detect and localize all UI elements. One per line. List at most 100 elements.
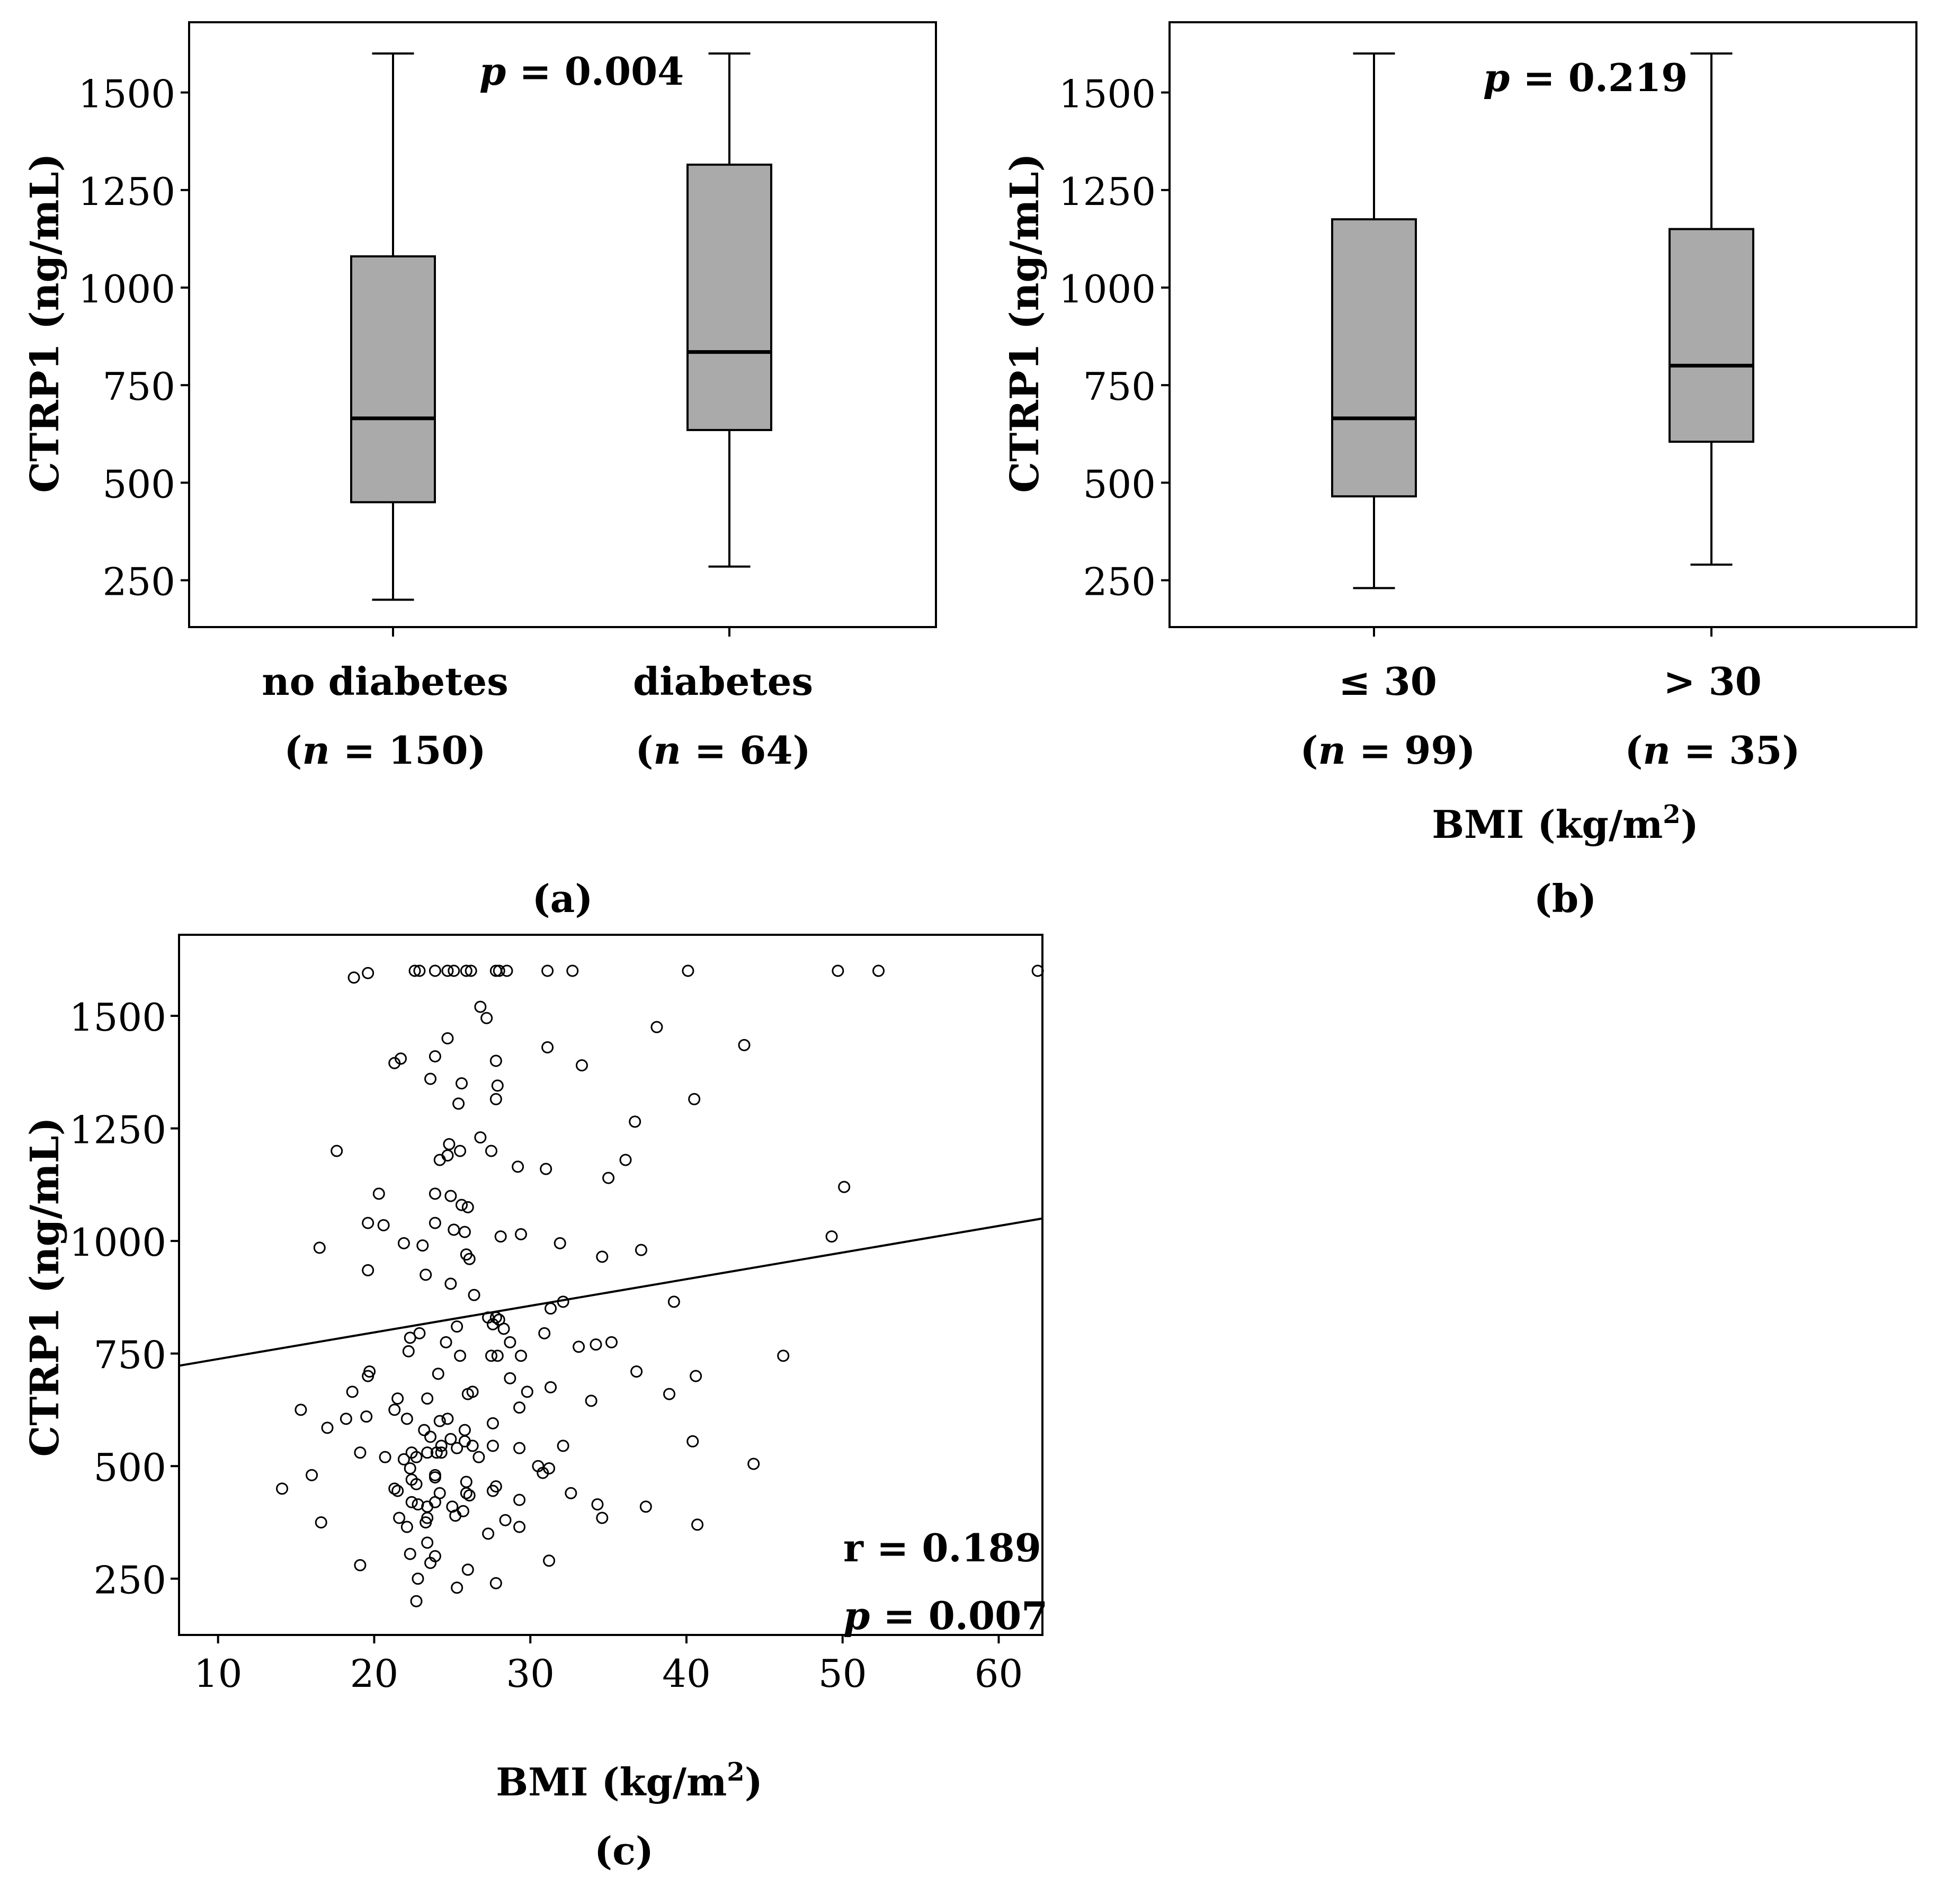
data-point	[429, 1217, 441, 1229]
data-point	[491, 1079, 504, 1092]
data-point	[412, 1572, 424, 1585]
group-label-bmi-le-30: ≤ 30	[1339, 659, 1437, 704]
data-point	[460, 1487, 472, 1499]
data-point	[494, 1230, 507, 1243]
panel-a-x-ticks	[392, 627, 730, 637]
panel-b-y-ticks: 250 500 750 1000 1250 1500	[1059, 72, 1170, 604]
panel-b-label: (b)	[1534, 876, 1596, 921]
data-point	[429, 964, 441, 977]
data-point	[591, 1498, 604, 1510]
panel-b-group-labels: ≤ 30 (n = 99) > 30 (n = 35)	[1300, 659, 1800, 773]
y-tick-label: 1250	[1059, 169, 1156, 214]
y-tick-label: 250	[94, 1558, 166, 1603]
n-symbol: n	[302, 728, 329, 773]
p-value-text: = 0.219	[1510, 55, 1688, 100]
data-point	[432, 1367, 444, 1380]
y-tick-label: 1000	[1059, 267, 1156, 311]
panel-c-plot-frame	[178, 934, 1043, 1636]
data-point	[424, 1431, 437, 1443]
data-point	[430, 1446, 443, 1459]
data-point	[486, 1318, 499, 1330]
n-open: (	[284, 728, 302, 773]
box-group	[1669, 52, 1754, 566]
y-tick-label: 1000	[78, 267, 175, 311]
data-point	[410, 1451, 423, 1463]
panel-c-y-ticks: 250 500 750 1000 1250 1500	[69, 995, 179, 1603]
data-point	[391, 1485, 404, 1497]
data-point	[410, 1595, 423, 1607]
data-point	[575, 1059, 588, 1072]
y-tick-label: 1500	[1059, 72, 1156, 117]
data-point	[466, 1385, 479, 1398]
data-point	[340, 1413, 352, 1425]
data-point	[590, 1338, 602, 1351]
data-point	[538, 1327, 551, 1339]
data-point	[504, 1336, 516, 1348]
data-point	[566, 964, 579, 977]
data-point	[451, 1442, 463, 1454]
n-symbol: n	[1318, 728, 1345, 773]
data-point	[421, 1536, 434, 1549]
data-point	[691, 1518, 704, 1531]
data-point	[393, 1512, 406, 1524]
panel-b-bmi-boxplot: 250 500 750 1000 1250 1500 CTRP1 (ng/mL) p = …	[1002, 21, 1917, 921]
iqr-box	[350, 255, 436, 504]
p-symbol: p	[479, 49, 506, 94]
data-point	[402, 1345, 415, 1357]
data-point	[832, 964, 844, 977]
data-point	[424, 1557, 437, 1569]
panel-c-p-value: p = 0.007	[843, 1593, 1048, 1638]
data-point	[404, 1462, 416, 1474]
panel-b-x-axis-label: BMI (kg/m2)	[1432, 800, 1699, 847]
data-point	[306, 1469, 318, 1481]
data-point	[513, 1494, 526, 1506]
y-tick-label: 1500	[69, 995, 166, 1040]
data-point	[493, 964, 505, 977]
data-point	[738, 1039, 751, 1051]
panel-c-points	[276, 964, 1044, 1607]
n-open: (	[635, 728, 653, 773]
data-point	[461, 1201, 474, 1213]
data-point	[472, 1451, 485, 1463]
x-tick-label: 40	[662, 1651, 711, 1696]
p-symbol: p	[1483, 55, 1510, 100]
n-symbol: n	[1643, 728, 1670, 773]
data-point	[315, 1516, 327, 1528]
group-n-bmi-gt-30: (n = 35)	[1625, 728, 1800, 773]
data-point	[354, 1446, 367, 1459]
data-point	[440, 1336, 452, 1348]
data-point	[451, 1320, 463, 1333]
data-point	[667, 1295, 680, 1308]
data-point	[444, 1190, 457, 1202]
panel-a-boxes	[350, 52, 772, 601]
panel-b-y-axis-label: CTRP1 (ng/mL)	[1002, 153, 1048, 493]
data-point	[650, 1021, 663, 1033]
data-point	[747, 1458, 760, 1470]
y-tick-label: 500	[103, 462, 175, 506]
data-point	[486, 1440, 499, 1452]
n-symbol: n	[653, 728, 681, 773]
data-point	[400, 1413, 413, 1425]
data-point	[489, 1480, 502, 1492]
xlabel-main: BMI (kg/m	[1432, 802, 1663, 847]
n-value: = 150)	[330, 728, 486, 773]
y-tick-label: 750	[94, 1333, 166, 1378]
data-point	[421, 1392, 434, 1405]
panel-a-label: (a)	[532, 876, 593, 921]
n-open: (	[1625, 728, 1643, 773]
data-point	[416, 1239, 429, 1252]
data-point	[429, 1496, 441, 1508]
data-point	[491, 1349, 504, 1362]
data-point	[777, 1349, 790, 1362]
data-point	[408, 964, 421, 977]
regression-line	[179, 1217, 1043, 1367]
panel-a-group-labels: no diabetes (n = 150) diabetes (n = 64)	[262, 659, 813, 773]
data-point	[454, 1145, 467, 1157]
data-point	[379, 1451, 391, 1463]
data-point	[596, 1250, 609, 1263]
iqr-box	[1669, 228, 1754, 443]
data-point	[602, 1172, 615, 1184]
data-point	[482, 1527, 495, 1540]
data-point	[404, 1548, 416, 1560]
data-point	[540, 1163, 552, 1175]
